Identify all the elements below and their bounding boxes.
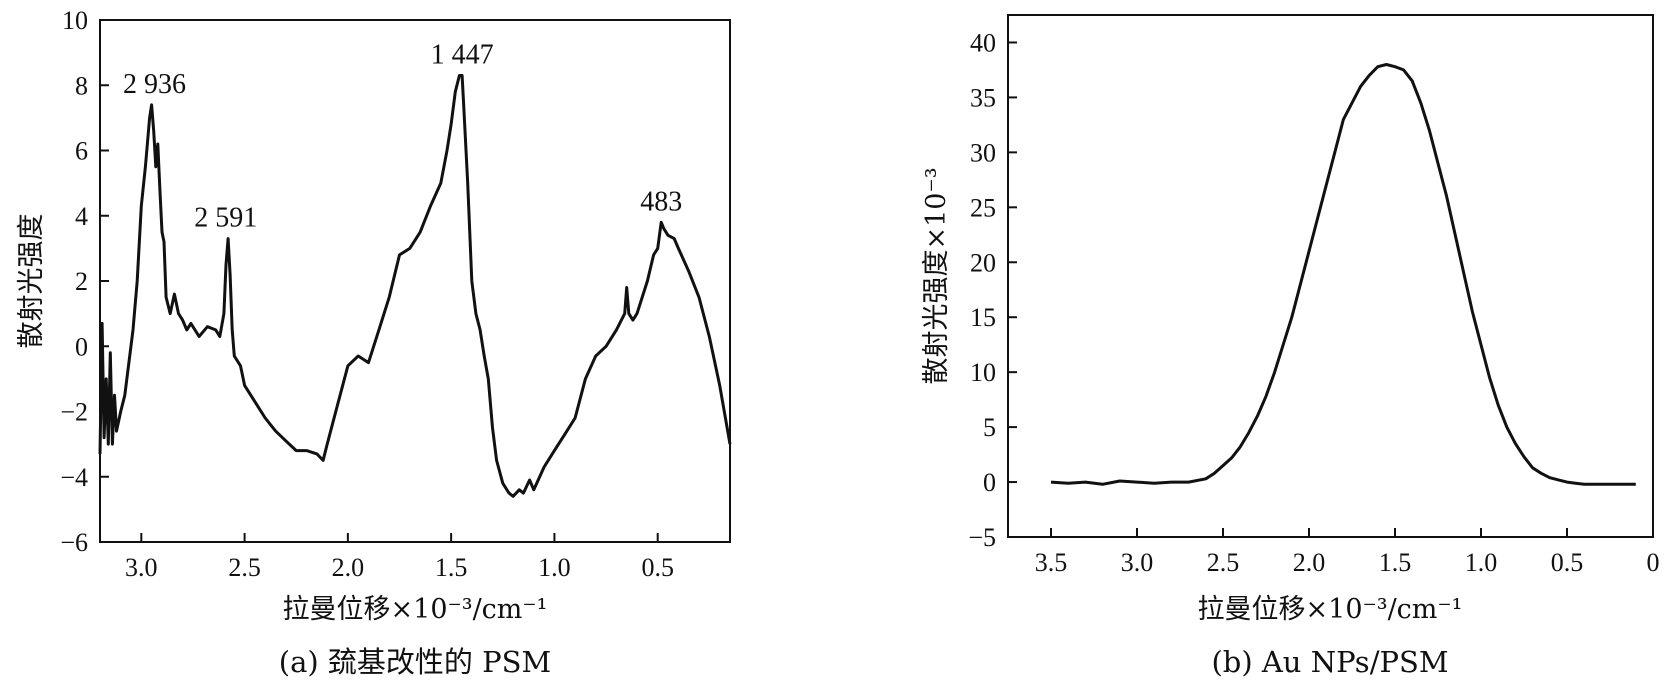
y-tick-label: 10 xyxy=(970,358,996,387)
chart-a-frame xyxy=(99,19,731,543)
chart-a-ylabel: 散射光强度 xyxy=(16,214,47,349)
chart-a-series-line xyxy=(98,74,732,498)
chart-a-ticks: 3.0 2.5 2.0 1.5 1.0 0.5 10 8 6 4 2 0 −2 −4 −6 xyxy=(60,6,674,582)
x-tick-label: 3.0 xyxy=(125,553,158,582)
y-tick-label: 4 xyxy=(75,202,88,231)
x-tick-label: 1.5 xyxy=(1379,548,1412,577)
y-tick-label: −6 xyxy=(60,528,88,557)
chart-b-xlabel: 拉曼位移×10⁻³/cm⁻¹ xyxy=(1198,594,1463,625)
chart-a-annotations: 2 936 2 591 1 447 483 xyxy=(123,39,682,233)
x-tick-label: 2.5 xyxy=(1207,548,1240,577)
chart-b: 3.5 3.0 2.5 2.0 1.5 1.0 0.5 0 40 35 30 25 20 15 10 5 0 −5… xyxy=(921,14,1660,679)
chart-b-caption: (b) Au NPs/PSM xyxy=(1211,645,1448,679)
y-tick-label: −4 xyxy=(60,463,88,492)
x-tick-label: 3.0 xyxy=(1121,548,1154,577)
x-tick-label: 2.0 xyxy=(332,553,365,582)
y-tick-label: 8 xyxy=(75,71,88,100)
chart-a-caption: (a) 巯基改性的 PSM xyxy=(279,645,551,679)
chart-b-ylabel: 散射光强度×10⁻³ xyxy=(921,167,952,384)
y-tick-label: 2 xyxy=(75,267,88,296)
x-tick-label: 1.5 xyxy=(435,553,468,582)
x-tick-label: 2.5 xyxy=(228,553,261,582)
chart-a-xlabel: 拉曼位移×10⁻³/cm⁻¹ xyxy=(283,594,548,625)
peak-annotation: 483 xyxy=(640,186,682,217)
y-tick-label: 15 xyxy=(970,303,996,332)
x-tick-label: 0.5 xyxy=(641,553,674,582)
x-tick-label: 1.0 xyxy=(538,553,571,582)
x-tick-label: 0.5 xyxy=(1551,548,1584,577)
y-tick-label: 40 xyxy=(970,28,996,57)
y-tick-label: 30 xyxy=(970,138,996,167)
y-tick-label: −5 xyxy=(968,523,996,552)
y-tick-label: 0 xyxy=(75,332,88,361)
y-tick-label: 20 xyxy=(970,248,996,277)
y-tick-label: 6 xyxy=(75,137,88,166)
y-tick-label: 0 xyxy=(983,468,996,497)
peak-annotation: 1 447 xyxy=(431,39,494,70)
chart-a: 3.0 2.5 2.0 1.5 1.0 0.5 10 8 6 4 2 0 −2 −4 −6 2 936 2 5… xyxy=(16,6,732,679)
y-tick-label: 35 xyxy=(970,83,996,112)
y-tick-label: 25 xyxy=(970,193,996,222)
y-tick-label: −2 xyxy=(60,398,88,427)
x-tick-label: 3.5 xyxy=(1035,548,1068,577)
y-tick-label: 10 xyxy=(62,6,88,35)
chart-b-series-line xyxy=(1050,63,1636,486)
y-tick-label: 5 xyxy=(983,413,996,442)
chart-b-ticks: 3.5 3.0 2.5 2.0 1.5 1.0 0.5 0 40 35 30 25 20 15 10 5 0 −5 xyxy=(968,28,1659,577)
x-tick-label: 0 xyxy=(1647,548,1660,577)
chart-b-frame xyxy=(1007,14,1654,538)
x-tick-label: 2.0 xyxy=(1293,548,1326,577)
x-tick-label: 1.0 xyxy=(1465,548,1498,577)
peak-annotation: 2 936 xyxy=(123,69,186,100)
peak-annotation: 2 591 xyxy=(194,203,257,234)
